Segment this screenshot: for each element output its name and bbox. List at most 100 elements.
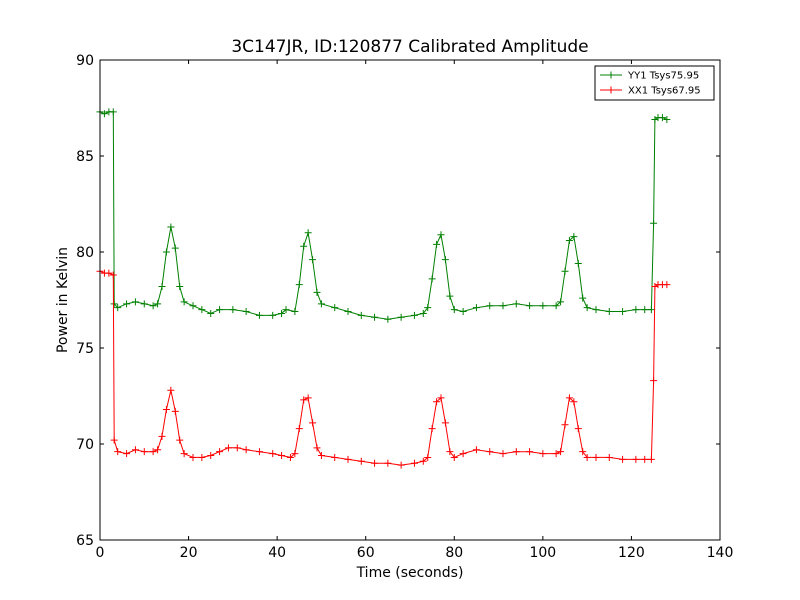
data-point	[149, 448, 157, 456]
data-point	[437, 394, 445, 402]
data-point	[441, 419, 449, 427]
legend-item: YY1 Tsys75.95	[600, 71, 699, 82]
legend-marker	[607, 71, 615, 79]
data-point	[650, 219, 658, 227]
y-axis-label: Power in Kelvin	[55, 247, 71, 353]
data-point	[486, 448, 494, 456]
data-point	[300, 396, 308, 404]
data-point	[574, 425, 582, 433]
data-point	[565, 236, 573, 244]
data-point	[499, 302, 507, 310]
data-point	[149, 302, 157, 310]
x-tick-label: 120	[618, 545, 645, 561]
data-point	[109, 108, 117, 116]
data-point	[552, 302, 560, 310]
data-point	[419, 457, 427, 465]
data-point	[110, 436, 118, 444]
data-point	[344, 455, 352, 463]
data-point	[229, 306, 237, 314]
data-point	[472, 304, 480, 312]
data-point	[579, 294, 587, 302]
data-point	[619, 308, 627, 316]
data-point	[459, 308, 467, 316]
data-point	[663, 116, 671, 124]
data-point	[309, 256, 317, 264]
x-tick-label: 80	[445, 545, 463, 561]
data-point	[131, 298, 139, 306]
data-point	[397, 313, 405, 321]
data-point	[291, 308, 299, 316]
data-point	[433, 398, 441, 406]
data-point	[428, 275, 436, 283]
data-point	[189, 453, 197, 461]
data-point	[269, 311, 277, 319]
data-point	[110, 300, 118, 308]
data-point	[371, 459, 379, 467]
data-point	[512, 448, 520, 456]
data-point	[304, 394, 312, 402]
data-point	[140, 448, 148, 456]
data-point	[171, 244, 179, 252]
x-tick-label: 40	[268, 545, 286, 561]
data-point	[371, 313, 379, 321]
y-tick-label: 80	[76, 245, 94, 261]
data-point	[539, 450, 547, 458]
data-point	[317, 452, 325, 460]
data-point	[278, 309, 286, 317]
x-axis-label: Time (seconds)	[356, 565, 464, 581]
y-tick-label: 90	[76, 53, 94, 69]
data-point	[446, 448, 454, 456]
data-point	[397, 461, 405, 469]
data-point	[561, 267, 569, 275]
legend-marker	[607, 86, 615, 94]
data-point	[114, 448, 122, 456]
data-point	[592, 453, 600, 461]
data-point	[158, 432, 166, 440]
data-point	[632, 455, 640, 463]
data-point	[295, 425, 303, 433]
data-point	[557, 298, 565, 306]
data-point	[357, 311, 365, 319]
data-point	[282, 306, 290, 314]
data-point	[486, 302, 494, 310]
data-point	[410, 311, 418, 319]
data-point	[176, 283, 184, 291]
data-point	[189, 302, 197, 310]
data-point	[450, 453, 458, 461]
data-point	[384, 315, 392, 323]
data-point	[167, 386, 175, 394]
data-point	[224, 444, 232, 452]
data-point	[242, 446, 250, 454]
data-point	[539, 302, 547, 310]
data-point	[162, 405, 170, 413]
data-point	[207, 452, 215, 460]
data-point	[114, 304, 122, 312]
legend-label: XX1 Tsys67.95	[628, 86, 701, 97]
x-tick-label: 20	[180, 545, 198, 561]
data-point	[344, 308, 352, 316]
data-point	[233, 444, 241, 452]
axes: 0 20 40 60 80 100 120 140 65 70 75 80 85 90	[76, 53, 733, 561]
data-point	[663, 281, 671, 289]
data-point	[158, 283, 166, 291]
data-point	[437, 231, 445, 239]
data-point	[658, 114, 666, 122]
data-point	[171, 407, 179, 415]
data-point	[357, 457, 365, 465]
chart-title: 3C147JR, ID:120877 Calibrated Amplitude	[231, 37, 588, 57]
data-point	[647, 306, 655, 314]
data-point	[105, 269, 113, 277]
y-tick-label: 75	[76, 341, 94, 357]
data-point	[100, 110, 108, 118]
data-point	[605, 453, 613, 461]
data-point	[300, 242, 308, 250]
y-tick-label: 65	[76, 533, 94, 549]
legend-label: YY1 Tsys75.95	[627, 71, 699, 82]
data-point	[647, 455, 655, 463]
data-point	[216, 448, 224, 456]
legend: YY1 Tsys75.95 XX1 Tsys67.95	[594, 65, 715, 101]
data-point	[255, 311, 263, 319]
x-tick-label: 140	[707, 545, 734, 561]
legend-item: XX1 Tsys67.95	[600, 86, 701, 97]
data-point	[154, 446, 162, 454]
